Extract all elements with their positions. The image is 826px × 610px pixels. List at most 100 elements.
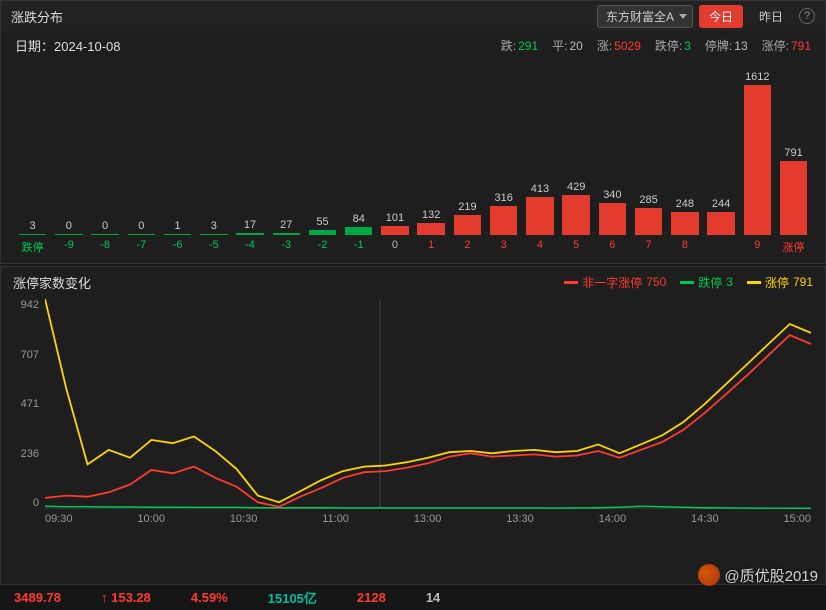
bar-column: 0 bbox=[87, 65, 122, 235]
legend-item: 非一字涨停 750 bbox=[564, 274, 666, 291]
bar-rect bbox=[671, 212, 698, 235]
y-tick-label: 0 bbox=[7, 497, 39, 509]
bar-value-label: 17 bbox=[244, 219, 256, 231]
bar-column: 17 bbox=[232, 65, 267, 235]
bar-value-label: 132 bbox=[422, 209, 440, 221]
bar-x-label: 涨停 bbox=[776, 239, 811, 255]
bar-rect bbox=[200, 234, 227, 235]
bar-value-label: 0 bbox=[66, 220, 72, 232]
bar-value-label: 340 bbox=[603, 189, 621, 201]
bar-x-label: 7 bbox=[631, 239, 666, 255]
bar-value-label: 27 bbox=[280, 219, 292, 231]
bar-column: 3 bbox=[196, 65, 231, 235]
stat-pair: 跌停:3 bbox=[655, 37, 691, 54]
legend-item: 跌停 3 bbox=[680, 274, 733, 291]
panel-header: 涨跌分布 东方财富全A 今日 昨日 ? bbox=[1, 1, 825, 31]
bar-rect bbox=[707, 212, 734, 235]
bar-rect bbox=[345, 227, 372, 235]
bar-rect bbox=[417, 223, 444, 235]
bar-column: 84 bbox=[341, 65, 376, 235]
date-label: 日期： bbox=[15, 39, 54, 54]
bar-x-label: -6 bbox=[160, 239, 195, 255]
bar-x-label: 0 bbox=[377, 239, 412, 255]
bar-column: 413 bbox=[522, 65, 557, 235]
bar-rect bbox=[490, 206, 517, 235]
bar-x-label: 2 bbox=[450, 239, 485, 255]
legend-label: 涨停 bbox=[765, 274, 789, 291]
bar-column: 27 bbox=[269, 65, 304, 235]
bar-value-label: 55 bbox=[316, 216, 328, 228]
bar-x-label: 3 bbox=[486, 239, 521, 255]
bar-column: 132 bbox=[414, 65, 449, 235]
bar-value-label: 316 bbox=[494, 192, 512, 204]
bar-x-label: -4 bbox=[232, 239, 267, 255]
bar-rect bbox=[309, 230, 336, 235]
bar-value-label: 791 bbox=[784, 147, 802, 159]
bar-rect bbox=[55, 234, 82, 235]
line-panel-header: 涨停家数变化 非一字涨停 750 跌停 3 涨停 791 bbox=[1, 267, 825, 293]
footer-metric: ↑ 153.28 bbox=[101, 590, 151, 605]
footer-metric: 15105亿 bbox=[268, 588, 317, 607]
footer-bar: 3489.78↑ 153.284.59%15105亿212814 bbox=[0, 584, 826, 610]
bar-value-label: 429 bbox=[567, 181, 585, 193]
bar-value-label: 285 bbox=[639, 194, 657, 206]
bar-value-label: 3 bbox=[30, 220, 36, 232]
legend-color-box bbox=[747, 281, 761, 284]
bar-column: 429 bbox=[559, 65, 594, 235]
market-dropdown-label: 东方财富全A bbox=[606, 10, 674, 24]
bar-x-label: 6 bbox=[595, 239, 630, 255]
bar-value-label: 0 bbox=[102, 220, 108, 232]
line-series bbox=[45, 506, 811, 508]
legend-color-box bbox=[680, 281, 694, 284]
bar-value-label: 1612 bbox=[745, 71, 769, 83]
bar-rect bbox=[744, 85, 771, 235]
bar-rect bbox=[236, 233, 263, 235]
bar-value-label: 84 bbox=[353, 213, 365, 225]
bar-x-label: 5 bbox=[559, 239, 594, 255]
bar-x-label bbox=[703, 239, 738, 255]
distribution-bar-chart: 3 0 0 0 1 3 17 27 55 84 bbox=[1, 59, 825, 265]
bar-x-label: -1 bbox=[341, 239, 376, 255]
x-tick-label: 14:00 bbox=[599, 513, 627, 525]
bar-rect bbox=[635, 208, 662, 235]
line-panel-title: 涨停家数变化 bbox=[13, 273, 91, 292]
x-tick-label: 09:30 bbox=[45, 513, 73, 525]
legend-label: 非一字涨停 bbox=[582, 274, 642, 291]
market-dropdown[interactable]: 东方财富全A bbox=[597, 5, 693, 28]
date-value: 2024-10-08 bbox=[54, 39, 121, 54]
bar-column: 244 bbox=[703, 65, 738, 235]
bar-rect bbox=[381, 226, 408, 235]
bar-rect bbox=[91, 234, 118, 235]
bar-rect bbox=[19, 234, 46, 235]
x-tick-label: 10:30 bbox=[230, 513, 258, 525]
x-tick-label: 14:30 bbox=[691, 513, 719, 525]
bar-column: 248 bbox=[667, 65, 702, 235]
bar-x-label: -9 bbox=[51, 239, 86, 255]
bar-x-label: 8 bbox=[667, 239, 702, 255]
bar-rect bbox=[164, 234, 191, 235]
bar-value-label: 3 bbox=[211, 220, 217, 232]
bar-value-label: 219 bbox=[458, 201, 476, 213]
panel-title: 涨跌分布 bbox=[11, 7, 63, 26]
x-tick-label: 11:00 bbox=[322, 513, 349, 525]
bar-value-label: 413 bbox=[531, 183, 549, 195]
bar-x-label: -5 bbox=[196, 239, 231, 255]
bar-column: 101 bbox=[377, 65, 412, 235]
bar-x-label: 1 bbox=[414, 239, 449, 255]
stats-row: 日期：2024-10-08 跌:291平:20涨:5029跌停:3停牌:13涨停… bbox=[1, 31, 825, 59]
bar-column: 0 bbox=[51, 65, 86, 235]
legend-value: 750 bbox=[646, 275, 666, 289]
legend-label: 跌停 bbox=[698, 274, 722, 291]
stat-pair: 停牌:13 bbox=[705, 37, 748, 54]
bar-x-label: -3 bbox=[269, 239, 304, 255]
stat-pair: 跌:291 bbox=[501, 37, 538, 54]
tab-yesterday[interactable]: 昨日 bbox=[749, 5, 793, 28]
y-tick-label: 707 bbox=[7, 349, 39, 361]
tab-today[interactable]: 今日 bbox=[699, 5, 743, 28]
y-tick-label: 942 bbox=[7, 299, 39, 311]
bar-column: 340 bbox=[595, 65, 630, 235]
bar-value-label: 244 bbox=[712, 198, 730, 210]
bar-column: 3 bbox=[15, 65, 50, 235]
bar-value-label: 1 bbox=[174, 220, 180, 232]
help-icon[interactable]: ? bbox=[799, 8, 815, 24]
